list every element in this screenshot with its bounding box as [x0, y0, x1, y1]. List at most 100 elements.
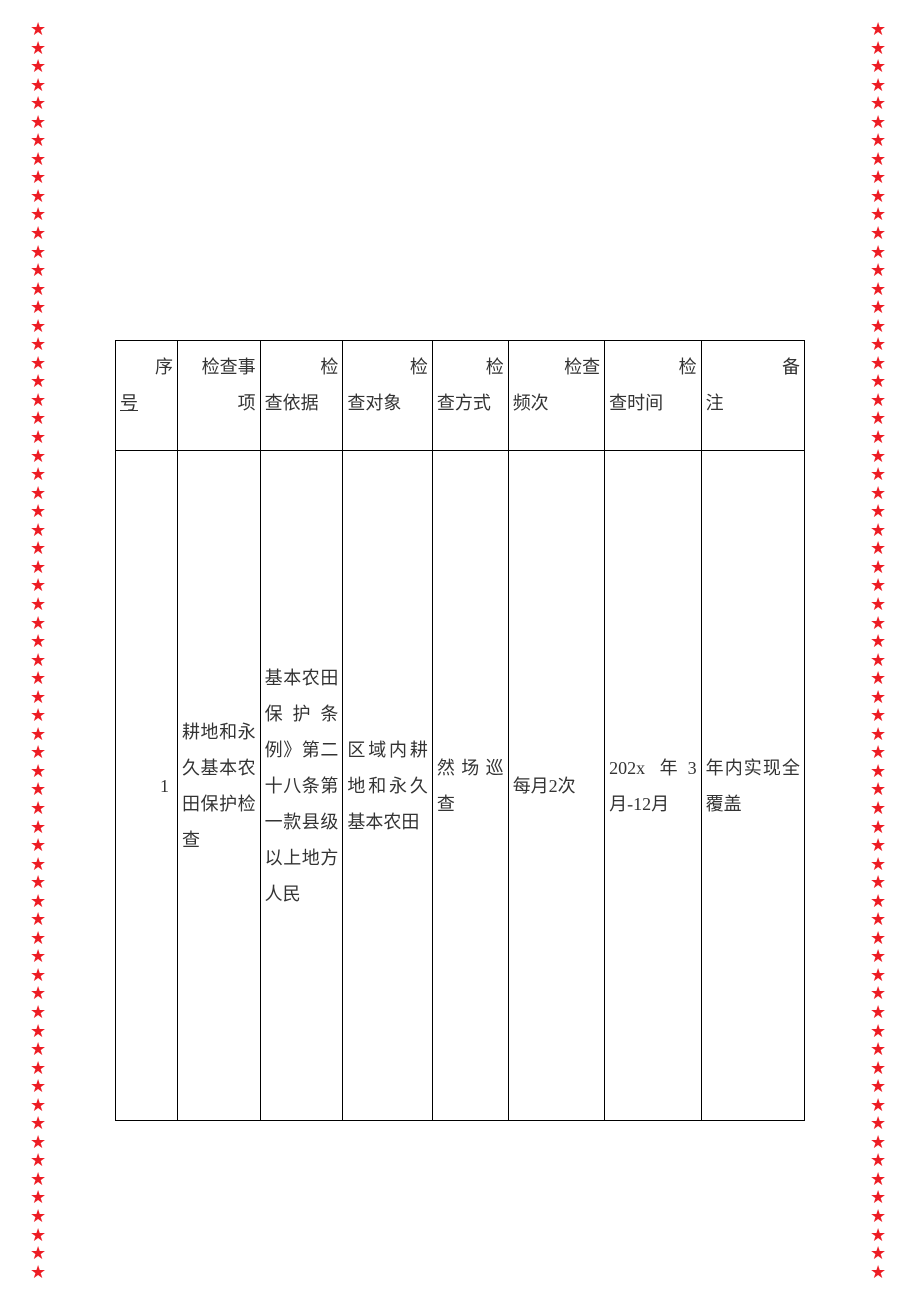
star-icon: ★: [30, 261, 50, 279]
header-remark-top: 备: [706, 349, 800, 385]
star-icon: ★: [870, 614, 890, 632]
star-icon: ★: [30, 799, 50, 817]
star-icon: ★: [870, 57, 890, 75]
header-object-top: 检: [347, 349, 428, 385]
header-seq-bottom: 号: [120, 385, 173, 421]
star-icon: ★: [870, 502, 890, 520]
star-icon: ★: [870, 706, 890, 724]
star-icon: ★: [30, 558, 50, 576]
star-icon: ★: [870, 669, 890, 687]
star-icon: ★: [870, 1207, 890, 1225]
star-icon: ★: [870, 651, 890, 669]
star-icon: ★: [30, 818, 50, 836]
star-icon: ★: [870, 1188, 890, 1206]
star-icon: ★: [30, 1059, 50, 1077]
star-icon: ★: [30, 929, 50, 947]
star-icon: ★: [870, 205, 890, 223]
header-item-bottom: 项: [182, 385, 256, 421]
star-icon: ★: [30, 595, 50, 613]
star-icon: ★: [870, 743, 890, 761]
star-icon: ★: [30, 335, 50, 353]
star-icon: ★: [870, 354, 890, 372]
star-icon: ★: [870, 725, 890, 743]
star-icon: ★: [30, 706, 50, 724]
star-icon: ★: [30, 280, 50, 298]
star-icon: ★: [30, 836, 50, 854]
star-icon: ★: [870, 558, 890, 576]
star-icon: ★: [870, 131, 890, 149]
star-icon: ★: [870, 317, 890, 335]
header-method-bottom: 查方式: [437, 385, 504, 421]
star-icon: ★: [870, 1151, 890, 1169]
star-icon: ★: [30, 1096, 50, 1114]
cell-basis: 基本农田保护条例》第二十八条第一款县级以上地方人民: [260, 451, 343, 1121]
star-icon: ★: [30, 725, 50, 743]
star-icon: ★: [30, 1003, 50, 1021]
star-icon: ★: [30, 892, 50, 910]
star-icon: ★: [870, 799, 890, 817]
header-time-top: 检: [609, 349, 696, 385]
star-icon: ★: [30, 243, 50, 261]
star-icon: ★: [30, 966, 50, 984]
star-icon: ★: [870, 372, 890, 390]
star-icon: ★: [870, 409, 890, 427]
star-icon: ★: [870, 1040, 890, 1058]
star-icon: ★: [870, 966, 890, 984]
star-icon: ★: [870, 1263, 890, 1281]
header-item: 检查事 项: [178, 341, 261, 451]
star-icon: ★: [30, 76, 50, 94]
star-icon: ★: [30, 539, 50, 557]
star-icon: ★: [870, 484, 890, 502]
star-icon: ★: [30, 910, 50, 928]
star-icon: ★: [870, 632, 890, 650]
star-icon: ★: [870, 595, 890, 613]
star-icon: ★: [870, 76, 890, 94]
cell-item: 耕地和永久基本农田保护检查: [178, 451, 261, 1121]
star-icon: ★: [870, 261, 890, 279]
star-icon: ★: [870, 113, 890, 131]
star-icon: ★: [870, 1170, 890, 1188]
header-remark-bottom: 注: [706, 385, 800, 421]
star-icon: ★: [30, 984, 50, 1002]
star-icon: ★: [870, 243, 890, 261]
star-icon: ★: [30, 1207, 50, 1225]
star-icon: ★: [870, 280, 890, 298]
star-icon: ★: [30, 317, 50, 335]
header-basis-top: 检: [265, 349, 339, 385]
star-icon: ★: [30, 409, 50, 427]
header-basis: 检 查依据: [260, 341, 343, 451]
star-icon: ★: [870, 1096, 890, 1114]
star-icon: ★: [30, 651, 50, 669]
header-seq-top: 序: [120, 349, 173, 385]
header-object: 检 查对象: [343, 341, 433, 451]
star-icon: ★: [30, 947, 50, 965]
header-remark: 备 注: [701, 341, 804, 451]
star-icon: ★: [870, 818, 890, 836]
table-row: 1 耕地和永久基本农田保护检查 基本农田保护条例》第二十八条第一款县级以上地方人…: [116, 451, 805, 1121]
star-icon: ★: [30, 1022, 50, 1040]
star-icon: ★: [870, 298, 890, 316]
star-icon: ★: [30, 391, 50, 409]
star-icon: ★: [30, 502, 50, 520]
star-icon: ★: [870, 947, 890, 965]
star-icon: ★: [30, 855, 50, 873]
star-icon: ★: [30, 20, 50, 38]
star-icon: ★: [870, 892, 890, 910]
header-basis-bottom: 查依据: [265, 385, 339, 421]
cell-seq: 1: [116, 451, 178, 1121]
star-icon: ★: [30, 873, 50, 891]
star-icon: ★: [30, 372, 50, 390]
table-header-row: 序 号 检查事 项 检 查依据 检 查对象 检 查方式: [116, 341, 805, 451]
star-icon: ★: [870, 39, 890, 57]
header-seq: 序 号: [116, 341, 178, 451]
star-icon: ★: [30, 150, 50, 168]
star-icon: ★: [30, 113, 50, 131]
star-icon: ★: [30, 168, 50, 186]
star-icon: ★: [870, 1226, 890, 1244]
star-icon: ★: [870, 335, 890, 353]
star-icon: ★: [30, 1077, 50, 1095]
star-icon: ★: [870, 688, 890, 706]
star-icon: ★: [30, 1244, 50, 1262]
star-icon: ★: [870, 762, 890, 780]
star-icon: ★: [30, 465, 50, 483]
